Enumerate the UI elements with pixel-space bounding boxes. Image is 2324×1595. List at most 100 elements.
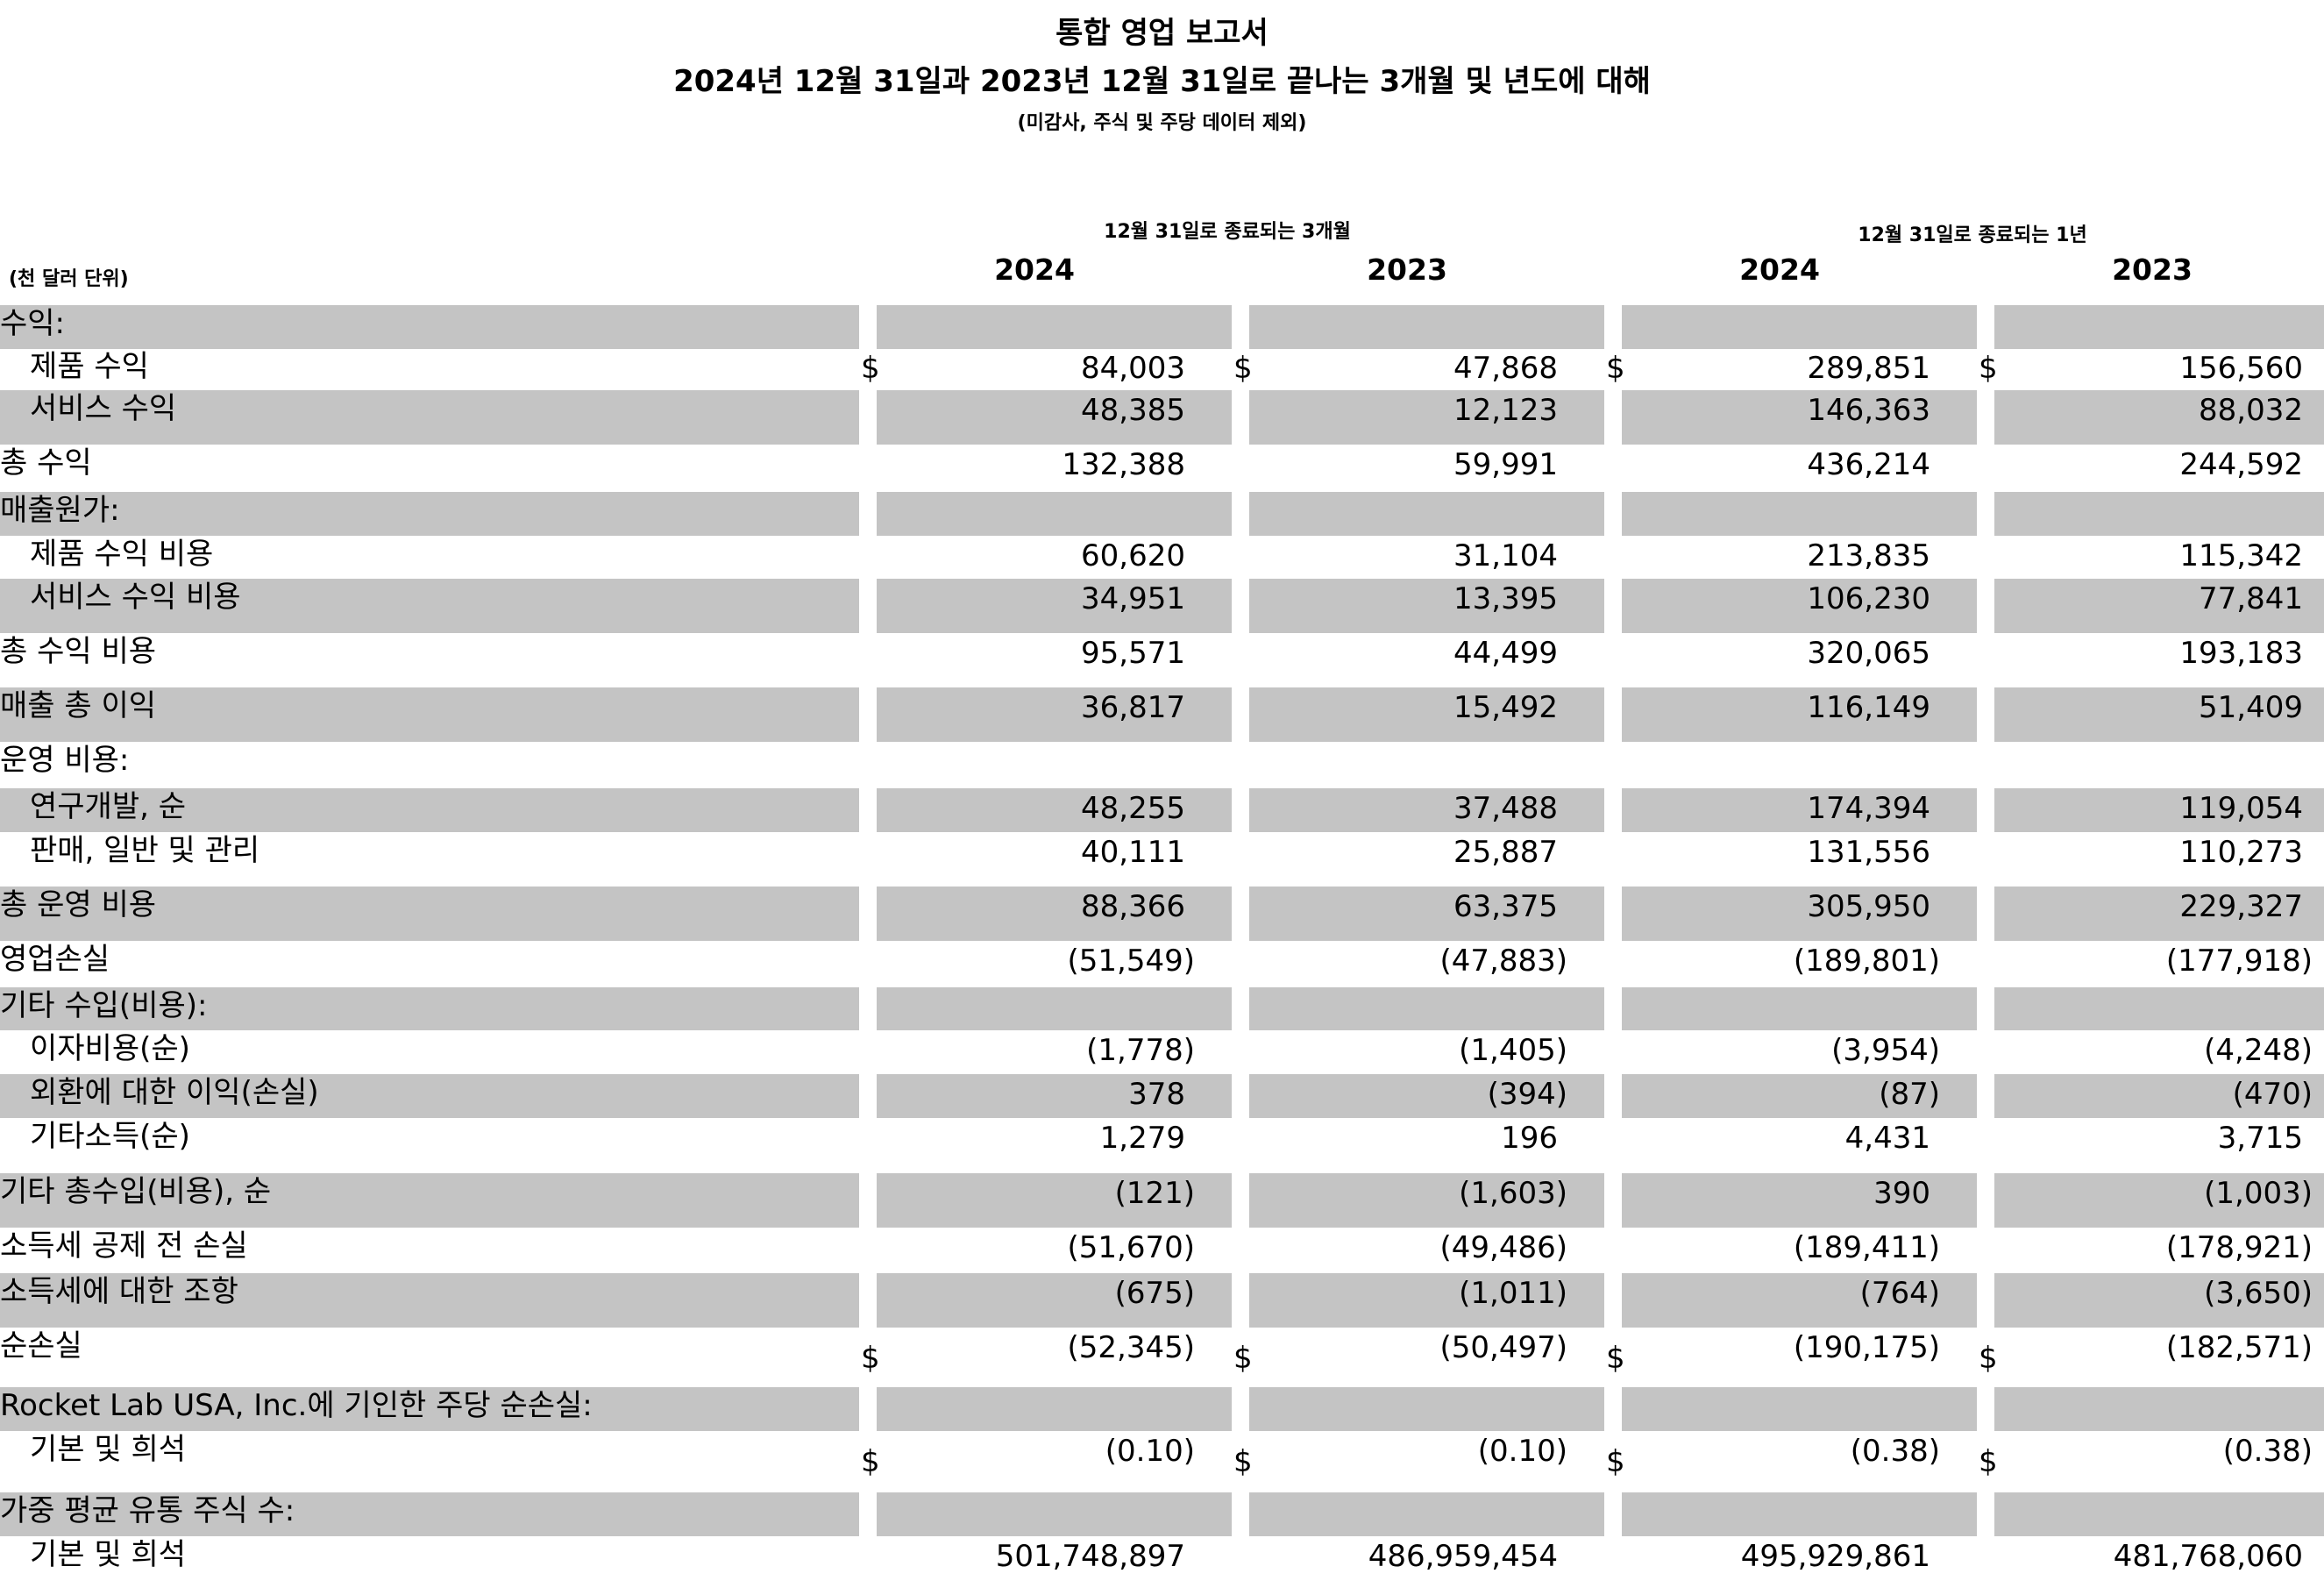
row-value: 436,214 <box>1807 447 1930 482</box>
row-value: 156,560 <box>2179 351 2303 386</box>
table-row: 외환에 대한 이익(손실) 378 (394) (87) (470) <box>0 1074 2324 1118</box>
column-gap <box>859 987 877 1030</box>
row-value: (177,918) <box>2165 943 2313 979</box>
table-row: 총 운영 비용 88,366 63,375 305,950 229,327 <box>0 887 2324 941</box>
column-gap <box>1232 1173 1249 1228</box>
row-value: 25,887 <box>1453 835 1558 870</box>
column-gap <box>859 305 877 349</box>
row-value: (121) <box>1114 1176 1195 1211</box>
row-value: 51,409 <box>2199 690 2303 725</box>
row-value: (0.38) <box>2222 1434 2313 1469</box>
row-value: (1,003) <box>2204 1176 2313 1211</box>
report-subtitle: 2024년 12월 31일과 2023년 12월 31일로 끝나는 3개월 및 … <box>673 64 1651 99</box>
table-row: 제품 수익 비용 60,620 31,104 213,835 115,342 <box>0 536 2324 579</box>
row-value: 48,255 <box>1081 791 1185 826</box>
table-row: 기본 및 희석 (0.10) $ (0.10) $ (0.38) $ (0.38) $ <box>0 1431 2324 1492</box>
row-value: 116,149 <box>1807 690 1930 725</box>
row-value: 390 <box>1873 1176 1930 1211</box>
currency-symbol: $ <box>861 351 880 386</box>
column-gap <box>1604 390 1622 445</box>
row-label: 가중 평균 유통 주식 수: <box>0 1493 295 1528</box>
table-row: 기타소득(순) 1,279 196 4,431 3,715 <box>0 1118 2324 1173</box>
row-value: (182,571) <box>2165 1330 2313 1365</box>
row-value: 481,768,060 <box>2113 1539 2303 1574</box>
column-gap <box>1977 687 1994 742</box>
currency-symbol: $ <box>1979 351 1998 386</box>
column-gap <box>1604 687 1622 742</box>
report-title: 통합 영업 보고서 <box>1055 16 1269 51</box>
row-value: 36,817 <box>1081 690 1185 725</box>
table-row: 가중 평균 유통 주식 수: <box>0 1492 2324 1536</box>
column-gap <box>1232 887 1249 941</box>
table-row: 서비스 수익 48,385 12,123 146,363 88,032 <box>0 390 2324 445</box>
row-label: 총 운영 비용 <box>0 887 157 922</box>
row-label: 기타 총수입(비용), 순 <box>0 1174 272 1209</box>
row-value: (87) <box>1879 1077 1940 1112</box>
column-gap <box>1232 687 1249 742</box>
currency-symbol: $ <box>1606 351 1625 386</box>
column-gap <box>1232 1387 1249 1431</box>
row-value: 486,959,454 <box>1368 1539 1558 1574</box>
report-note: (미감사, 주식 및 주당 데이터 제외) <box>1017 112 1307 134</box>
currency-symbol: $ <box>861 1341 880 1376</box>
table-row: 판매, 일반 및 관리 40,111 25,887 131,556 110,273 <box>0 832 2324 887</box>
column-gap <box>1977 887 1994 941</box>
column-gap <box>859 1273 877 1328</box>
table-row: 기타 총수입(비용), 순 (121) (1,603) 390 (1,003) <box>0 1173 2324 1228</box>
currency-symbol: $ <box>1979 1444 1998 1479</box>
column-gap <box>859 1173 877 1228</box>
row-value: (1,011) <box>1459 1276 1567 1311</box>
column-gap <box>859 492 877 536</box>
row-label: 기본 및 희석 <box>30 1537 187 1572</box>
row-value: 13,395 <box>1453 581 1558 616</box>
row-value: 131,556 <box>1807 835 1930 870</box>
column-gap <box>859 1492 877 1536</box>
row-value: 110,273 <box>2179 835 2303 870</box>
row-label: 총 수익 비용 <box>0 634 157 669</box>
row-value: (764) <box>1859 1276 1940 1311</box>
row-label: 영업손실 <box>0 942 110 977</box>
column-gap <box>859 788 877 832</box>
column-gap <box>1232 579 1249 633</box>
row-value: 48,385 <box>1081 393 1185 428</box>
table-row: 제품 수익 84,003 $47,868 $289,851 $156,560 $ <box>0 348 2324 390</box>
table-row: 총 수익 비용 95,571 44,499 320,065 193,183 <box>0 633 2324 687</box>
column-gap <box>859 1387 877 1431</box>
currency-symbol: $ <box>1233 351 1253 386</box>
row-value: 12,123 <box>1453 393 1558 428</box>
table-row: 연구개발, 순 48,255 37,488 174,394 119,054 <box>0 788 2324 832</box>
row-label: 운영 비용: <box>0 743 130 778</box>
table-row: 매출원가: <box>0 492 2324 536</box>
table-row: 수익: <box>0 305 2324 349</box>
row-label: 매출 총 이익 <box>0 688 157 723</box>
row-value: 229,327 <box>2179 889 2303 924</box>
column-gap <box>1604 579 1622 633</box>
year-header-q-2024: 2024 <box>994 253 1075 287</box>
row-value: 174,394 <box>1807 791 1930 826</box>
row-label: Rocket Lab USA, Inc.에 기인한 주당 순손실: <box>0 1388 593 1423</box>
row-value: 378 <box>1128 1077 1185 1112</box>
currency-symbol: $ <box>1606 1444 1625 1479</box>
row-value: (470) <box>2232 1077 2313 1112</box>
year-header-y-2023: 2023 <box>2112 253 2193 287</box>
row-label: 수익: <box>0 306 66 341</box>
row-value: 77,841 <box>2199 581 2303 616</box>
column-gap <box>1977 1074 1994 1118</box>
row-value: (675) <box>1114 1276 1195 1311</box>
column-gap <box>1977 788 1994 832</box>
row-label: 기본 및 희석 <box>30 1432 187 1467</box>
row-value: 31,104 <box>1453 538 1558 573</box>
row-value: 88,366 <box>1081 889 1185 924</box>
row-label: 매출원가: <box>0 493 120 528</box>
row-value: 495,929,861 <box>1740 1539 1930 1574</box>
row-value: 37,488 <box>1453 791 1558 826</box>
row-label: 기타 수입(비용): <box>0 988 208 1023</box>
row-label: 서비스 수익 <box>30 391 177 426</box>
table-row: 영업손실 (51,549) (47,883) (189,801) (177,918) <box>0 941 2324 987</box>
row-value: (52,345) <box>1067 1330 1196 1365</box>
row-value: (4,248) <box>2204 1033 2313 1068</box>
row-value: 3,715 <box>2217 1121 2303 1156</box>
row-label: 연구개발, 순 <box>30 789 187 824</box>
column-gap <box>1977 579 1994 633</box>
row-value: (49,486) <box>1439 1230 1568 1265</box>
